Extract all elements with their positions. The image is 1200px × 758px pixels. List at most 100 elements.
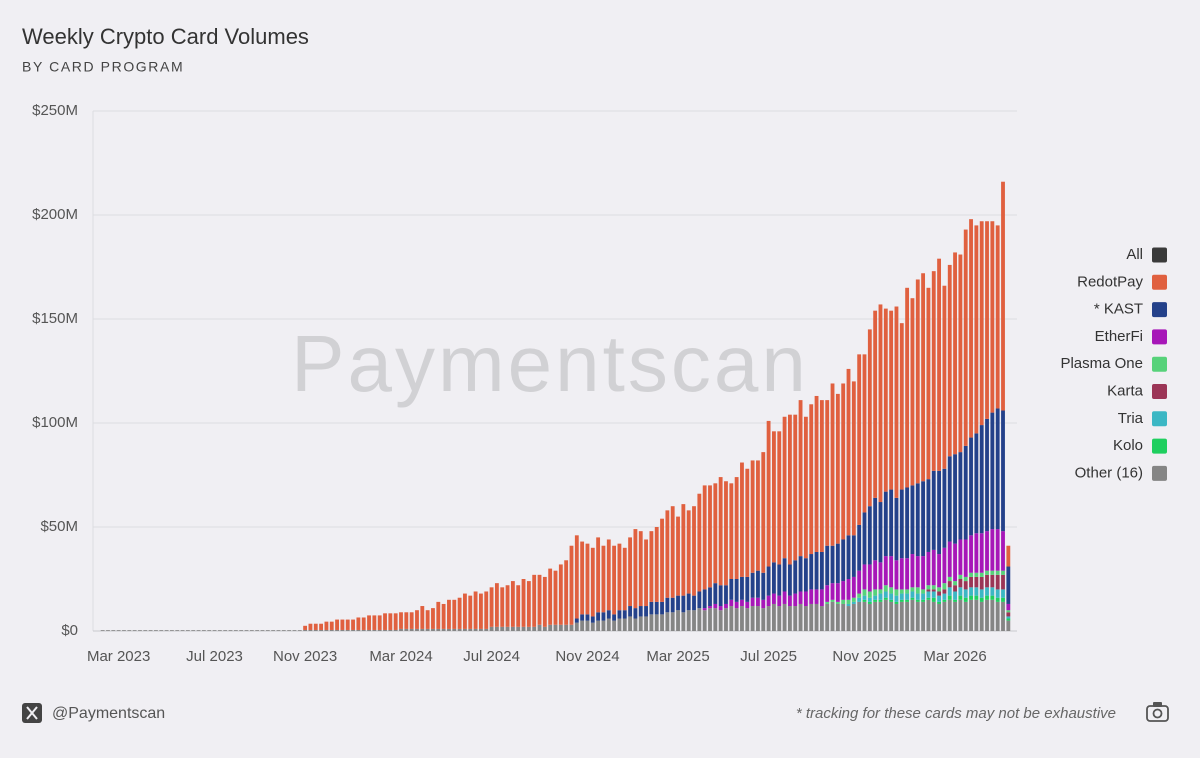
bar-segment	[915, 556, 920, 588]
bar-segment	[420, 606, 425, 629]
legend-swatch[interactable]	[1152, 247, 1167, 263]
x-tick-label: Nov 2024	[555, 648, 619, 665]
bar-segment	[915, 599, 920, 602]
bar-segment	[825, 400, 830, 546]
bar-segment	[425, 610, 430, 629]
bar-segment	[889, 556, 894, 588]
bar-segment	[196, 630, 201, 631]
bar-segment	[345, 629, 350, 631]
bar-segment	[399, 628, 403, 631]
bar-segment	[873, 560, 878, 590]
legend-label[interactable]: Kolo	[1113, 437, 1143, 454]
bar-segment	[910, 298, 915, 486]
bar-segment	[793, 560, 798, 594]
legend-swatch[interactable]	[1152, 411, 1167, 427]
bar-segment	[670, 597, 675, 613]
legend-swatch[interactable]	[1152, 302, 1167, 318]
bar-segment	[766, 566, 771, 596]
bar-segment	[782, 558, 787, 592]
bar-segment	[867, 591, 872, 598]
bar-segment	[772, 593, 776, 604]
bar-segment	[830, 601, 835, 631]
bar-segment	[995, 597, 1000, 602]
legend-swatch[interactable]	[1152, 274, 1167, 290]
bar-segment	[841, 539, 846, 582]
bar-segment	[873, 497, 878, 561]
legend-label[interactable]: Plasma One	[1060, 355, 1143, 372]
x-tick-label: Jul 2024	[463, 648, 520, 665]
bar-segment	[782, 603, 787, 631]
bar-segment	[867, 597, 872, 602]
bar-segment	[537, 574, 542, 625]
bar-segment	[926, 551, 931, 586]
bar-segment	[580, 541, 585, 615]
bar-segment	[931, 589, 936, 592]
bar-segment	[745, 601, 750, 609]
bar-segment	[622, 618, 627, 631]
bar-segment	[303, 629, 308, 631]
legend-label[interactable]: EtherFi	[1095, 328, 1143, 345]
bar-segment	[958, 574, 963, 579]
x-logo[interactable]	[22, 703, 42, 723]
bar-segment	[724, 481, 728, 586]
x-logo-glyph	[26, 706, 38, 720]
bar-segment	[468, 595, 473, 629]
bar-segment	[676, 595, 680, 611]
bar-segment	[122, 630, 126, 631]
legend-label[interactable]: Karta	[1107, 382, 1144, 399]
bar-segment	[606, 618, 611, 631]
bar-segment	[745, 576, 750, 602]
bar-segment	[484, 591, 489, 629]
bar-segment	[819, 606, 824, 631]
bar-segment	[809, 554, 814, 590]
bar-segment	[953, 599, 957, 602]
bar-segment	[1006, 612, 1011, 617]
bar-segment	[814, 395, 819, 552]
bar-segment	[969, 599, 973, 631]
bar-segment	[915, 593, 920, 600]
bar-segment	[452, 628, 457, 631]
bar-segment	[590, 622, 595, 631]
bar-segment	[995, 601, 1000, 631]
bar-segment	[676, 516, 680, 596]
legend-swatch[interactable]	[1152, 329, 1167, 345]
bar-segment	[921, 589, 926, 594]
legend-swatch[interactable]	[1152, 438, 1167, 454]
bar-segment	[851, 535, 856, 577]
legend-label[interactable]: Other (16)	[1075, 464, 1143, 481]
x-tick-label: Mar 2023	[87, 648, 150, 665]
camera-icon[interactable]	[1146, 702, 1169, 722]
camera-lens	[1152, 708, 1163, 719]
bar-segment	[175, 630, 180, 631]
bar-segment	[1006, 603, 1011, 611]
bar-segment	[931, 271, 936, 471]
bar-segment	[803, 558, 808, 592]
bar-segment	[809, 589, 814, 604]
legend-swatch[interactable]	[1152, 384, 1167, 399]
bar-segment	[942, 547, 947, 584]
bar-segment	[931, 591, 936, 598]
legend-label[interactable]: All	[1126, 246, 1143, 263]
legend-swatch[interactable]	[1152, 356, 1167, 372]
bar-segment	[894, 306, 899, 498]
legend-label[interactable]: RedotPay	[1077, 273, 1143, 290]
bar-segment	[1001, 410, 1005, 532]
bar-segment	[644, 616, 648, 631]
bar-segment	[883, 308, 888, 492]
bar-segment	[319, 629, 324, 631]
bar-segment	[271, 630, 276, 631]
bar-segment	[766, 606, 771, 631]
bar-segment	[526, 581, 531, 627]
bar-segment	[963, 601, 968, 631]
bar-segment	[431, 628, 435, 631]
bar-segment	[809, 603, 814, 631]
bar-segment	[851, 601, 856, 604]
bar-segment	[697, 591, 702, 609]
bar-segment	[974, 599, 979, 631]
bar-segment	[665, 597, 670, 613]
legend-label[interactable]: * KAST	[1094, 301, 1143, 318]
legend-swatch[interactable]	[1152, 465, 1167, 481]
legend-label[interactable]: Tria	[1118, 410, 1144, 427]
bar-segment	[846, 535, 851, 579]
bar-segment	[212, 630, 217, 631]
